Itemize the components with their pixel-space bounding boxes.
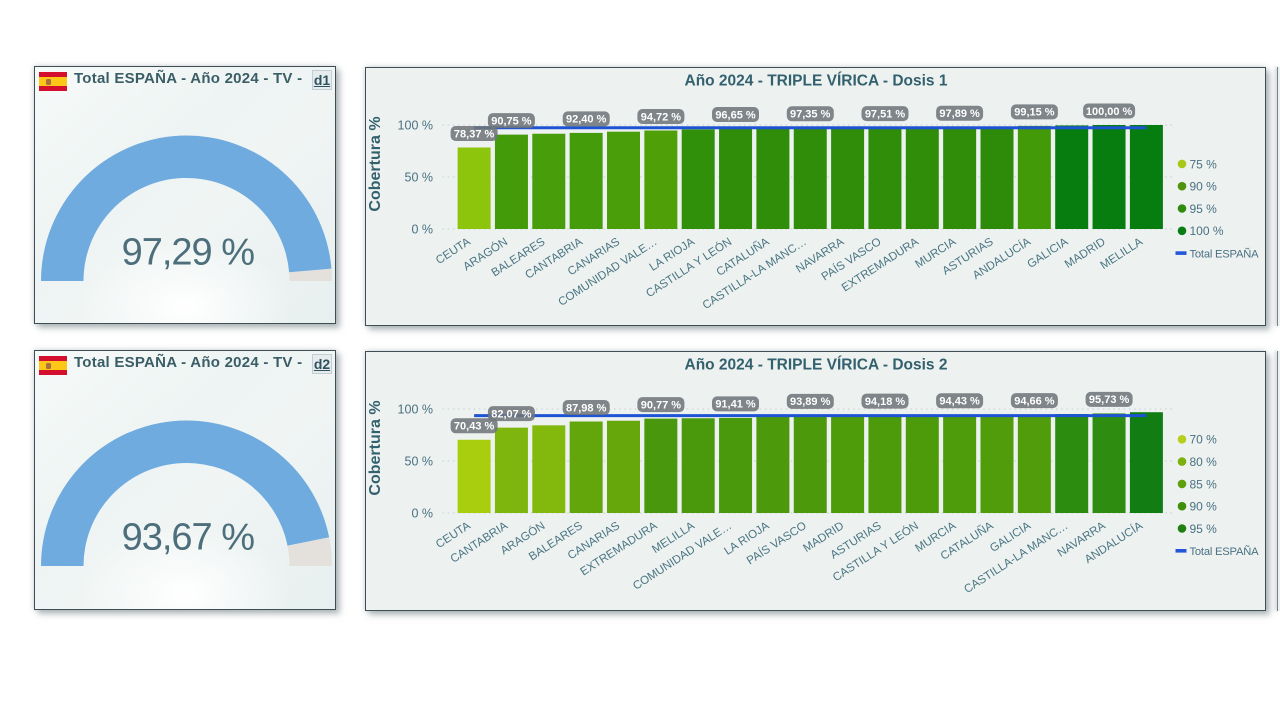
svg-text:87,98 %: 87,98 %	[566, 402, 607, 414]
svg-text:90,75 %: 90,75 %	[491, 115, 532, 127]
svg-text:Total ESPAÑA: Total ESPAÑA	[1190, 248, 1260, 261]
svg-text:85 %: 85 %	[1190, 477, 1218, 491]
svg-text:82,07 %: 82,07 %	[491, 408, 532, 420]
svg-text:Total ESPAÑA: Total ESPAÑA	[1190, 545, 1260, 558]
svg-text:94,72 %: 94,72 %	[641, 111, 682, 123]
svg-text:93,67 %: 93,67 %	[122, 517, 255, 559]
svg-text:100 %: 100 %	[398, 402, 433, 416]
svg-text:78,37 %: 78,37 %	[454, 128, 495, 140]
svg-text:91,41 %: 91,41 %	[715, 399, 756, 411]
svg-text:93,89 %: 93,89 %	[790, 396, 831, 408]
svg-text:99,15 %: 99,15 %	[1014, 107, 1055, 119]
svg-text:90,77 %: 90,77 %	[641, 399, 682, 411]
svg-text:94,66 %: 94,66 %	[1014, 395, 1055, 407]
svg-text:100 %: 100 %	[398, 118, 433, 132]
svg-text:80 %: 80 %	[1190, 455, 1218, 469]
svg-text:92,40 %: 92,40 %	[566, 114, 607, 126]
svg-text:100 %: 100 %	[1190, 224, 1224, 238]
svg-text:95 %: 95 %	[1190, 522, 1218, 536]
svg-text:96,65 %: 96,65 %	[715, 109, 756, 121]
svg-text:94,43 %: 94,43 %	[939, 396, 980, 408]
svg-text:97,89 %: 97,89 %	[939, 108, 980, 120]
svg-text:90 %: 90 %	[1190, 500, 1218, 514]
svg-text:75 %: 75 %	[1190, 157, 1218, 171]
svg-text:95 %: 95 %	[1190, 202, 1218, 216]
svg-text:0 %: 0 %	[411, 222, 433, 236]
svg-text:97,29 %: 97,29 %	[122, 232, 255, 274]
svg-text:MELILLA: MELILLA	[1098, 235, 1145, 272]
svg-text:Año 2024 - TRIPLE VÍRICA - Dos: Año 2024 - TRIPLE VÍRICA - Dosis 2	[685, 357, 948, 374]
svg-text:97,35 %: 97,35 %	[790, 109, 831, 121]
svg-text:GALICIA: GALICIA	[1025, 235, 1071, 271]
svg-text:94,18 %: 94,18 %	[865, 396, 906, 408]
svg-text:100,00 %: 100,00 %	[1086, 106, 1133, 118]
svg-text:70 %: 70 %	[1190, 433, 1218, 447]
svg-text:90 %: 90 %	[1190, 180, 1218, 194]
svg-text:50 %: 50 %	[405, 170, 434, 184]
svg-text:50 %: 50 %	[405, 454, 434, 468]
svg-text:0 %: 0 %	[411, 506, 433, 520]
svg-text:95,73 %: 95,73 %	[1089, 394, 1130, 406]
svg-text:Cobertura %: Cobertura %	[367, 400, 384, 495]
svg-text:Cobertura %: Cobertura %	[367, 116, 384, 211]
svg-text:70,43 %: 70,43 %	[454, 421, 495, 433]
svg-text:Año 2024 - TRIPLE VÍRICA - Dos: Año 2024 - TRIPLE VÍRICA - Dosis 1	[685, 73, 948, 90]
svg-text:97,51 %: 97,51 %	[865, 108, 906, 120]
